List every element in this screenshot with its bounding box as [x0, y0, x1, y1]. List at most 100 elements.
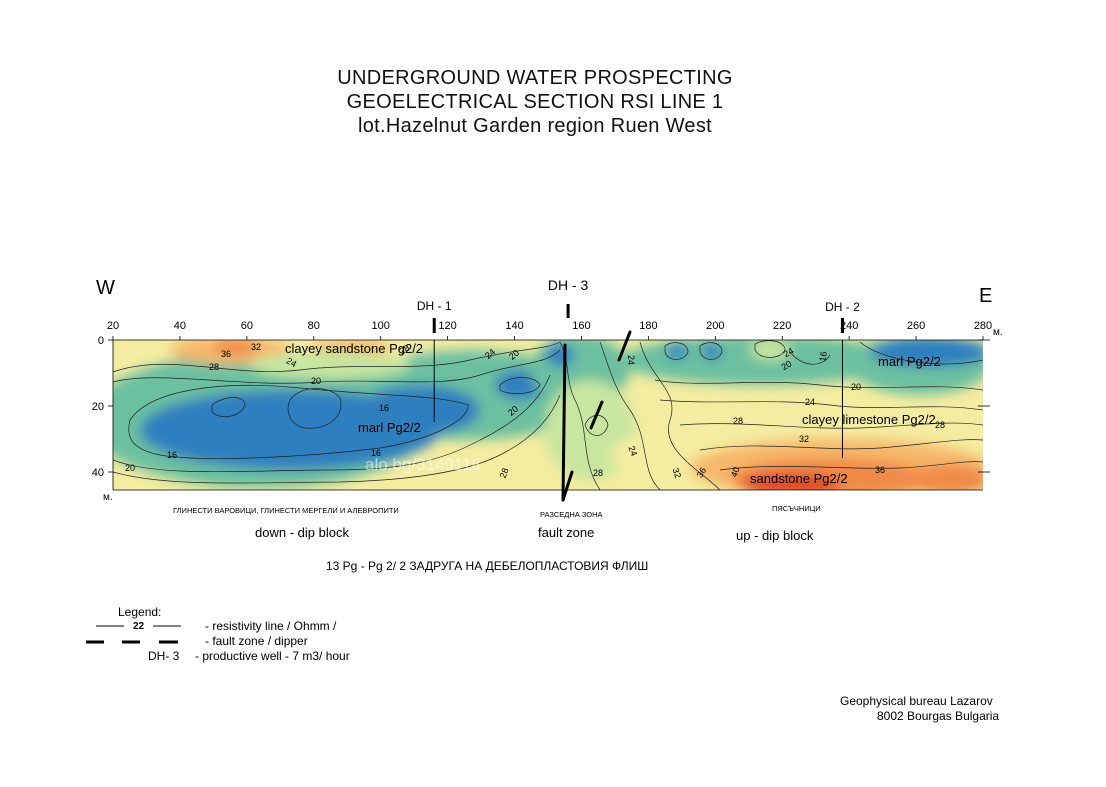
- contour-value-label: 20: [506, 404, 520, 418]
- well-label: DH - 2: [825, 300, 860, 314]
- title-line-2: GEOELECTRICAL SECTION RSI LINE 1: [346, 91, 724, 113]
- x-tick-label: 160: [572, 320, 590, 332]
- contour-value-label: 28: [209, 362, 219, 372]
- direction-east: E: [979, 285, 992, 307]
- y-tick-label: 0: [98, 335, 104, 347]
- russian-label-center: РАЗСЕДНА ЗОНА: [540, 510, 603, 519]
- block-label-east: up - dip block: [736, 528, 814, 543]
- contour-value-label: 24: [626, 355, 636, 365]
- legend-line-value: 22: [133, 621, 145, 632]
- resistivity-zone-scale_36: [213, 340, 257, 355]
- contour-value-label: 32: [251, 342, 261, 352]
- contour-value-label: 20: [125, 463, 135, 473]
- resistivity-field: [113, 340, 983, 490]
- x-tick-label: 20: [107, 320, 119, 332]
- x-tick-label: 180: [639, 320, 657, 332]
- contour-value-label: 16: [379, 403, 389, 413]
- contour-value-label: 40: [729, 466, 742, 479]
- contour-value-label: 28: [498, 467, 511, 480]
- contour-value-label: 28: [733, 416, 743, 426]
- contour-value-label: 16: [371, 448, 381, 458]
- contour-value-label: 24: [483, 347, 497, 361]
- contour-value-label: 28: [593, 468, 603, 478]
- x-tick-label: 60: [241, 320, 253, 332]
- x-tick-label: 200: [706, 320, 724, 332]
- resistivity-zone-scale_16: [702, 344, 722, 360]
- y-axis-unit: м.: [103, 492, 113, 503]
- title-line-3: lot.Hazelnut Garden region Ruen West: [358, 115, 712, 137]
- footer-line-1: Geophysical bureau Lazarov: [840, 694, 993, 708]
- wells: DH - 1 DH - 3 DH - 2: [417, 277, 860, 458]
- well-label: DH - 1: [417, 299, 452, 313]
- label-clayey-limestone: clayey limestone Pg2/2: [802, 412, 936, 427]
- resistivity-zone-scale_16: [546, 343, 574, 367]
- contour-value-label: 20: [780, 359, 794, 373]
- title-line-1: UNDERGROUND WATER PROSPECTING: [337, 67, 733, 89]
- x-tick-label: 40: [174, 320, 186, 332]
- contour-value-label: 24: [805, 397, 815, 407]
- fault-line-dipper-2: [589, 400, 604, 430]
- block-label-west: down - dip block: [255, 525, 349, 540]
- contour-value-label: 16: [167, 450, 177, 460]
- contour-value-label: 24: [782, 346, 796, 360]
- x-tick-label: 280: [974, 320, 992, 332]
- contour-value-label: 24: [626, 445, 639, 458]
- fault-line-dipper-1: [617, 330, 632, 362]
- footer-line-2: 8002 Bourgas Bulgaria: [877, 709, 999, 723]
- resistivity-zone-scale_16: [667, 344, 687, 360]
- contour-value-label: 36: [695, 466, 709, 480]
- contour-value-label: 28: [935, 420, 945, 430]
- y-tick-label: 40: [92, 467, 104, 479]
- x-tick-label: 220: [773, 320, 791, 332]
- contour-value-label: 20: [507, 348, 521, 362]
- contour-value-label: 36: [221, 349, 231, 359]
- x-tick-label: 260: [907, 320, 925, 332]
- legend-line-text: - resistivity line / Ohmm /: [205, 619, 337, 633]
- label-marl-west: marl Pg2/2: [358, 420, 421, 435]
- y-tick-label: 20: [92, 401, 104, 413]
- well-label: DH - 3: [548, 277, 589, 293]
- russian-label-west: ГЛИНЕСТИ ВАРОВИЦИ, ГЛИНЕСТИ МЕРГЕЛИ И АЛ…: [173, 506, 399, 515]
- x-axis: 20 40 60 80 100 120 140 160 180 200 220 240 260 280: [107, 320, 992, 340]
- legend-well-text: - productive well - 7 m3/ hour: [195, 649, 350, 663]
- x-tick-label: 140: [505, 320, 523, 332]
- legend-fault-text: - fault zone / dipper: [205, 634, 308, 648]
- x-axis-unit: м.: [993, 327, 1003, 338]
- label-sandstone: sandstone Pg2/2: [750, 471, 848, 486]
- legend: Legend: 22 - resistivity line / Ohmm / -…: [86, 605, 350, 663]
- x-tick-label: 240: [840, 320, 858, 332]
- x-tick-label: 100: [372, 320, 390, 332]
- contour-value-label: 32: [799, 434, 809, 444]
- fault-lines: [561, 330, 632, 502]
- direction-west: W: [96, 277, 115, 299]
- contour-value-label: 16: [817, 351, 829, 363]
- resistivity-zone-scale_24: [250, 351, 410, 379]
- resistivity-zone-scale_36: [910, 465, 983, 490]
- resistivity-zone-scale_20: [620, 340, 900, 385]
- x-tick-label: 120: [438, 320, 456, 332]
- label-marl-east: marl Pg2/2: [878, 354, 941, 369]
- contour-value-label: 36: [875, 465, 885, 475]
- x-tick-label: 80: [308, 320, 320, 332]
- contour-value-label: 20: [851, 382, 861, 392]
- resistivity-zone-scale_16: [870, 340, 983, 367]
- contour-value-label: 28: [398, 343, 412, 357]
- resistivity-zone-scale_40: [740, 473, 840, 490]
- contour-lines: [113, 340, 983, 490]
- russian-label-east: ПЯСЪЧНИЦИ: [772, 504, 821, 513]
- block-label-center: fault zone: [538, 525, 594, 540]
- fault-line-main: [561, 343, 567, 502]
- fault-line-main-tip: [561, 470, 574, 502]
- contour-value-label: 24: [285, 356, 299, 370]
- contour-value-label: 20: [311, 376, 321, 386]
- contour-value-label: 32: [670, 467, 683, 480]
- legend-heading: Legend:: [118, 605, 161, 619]
- formation-note: 13 Pg - Pg 2/ 2 ЗАДРУГА НА ДЕБЕЛОПЛАСТОВ…: [326, 559, 648, 573]
- resistivity-zone-scale_16: [360, 385, 480, 435]
- label-clayey-sandstone: clayey sandstone Pg2/2: [285, 341, 423, 356]
- watermark: alo.bg/3149118: [365, 455, 481, 474]
- legend-well-label: DH- 3: [148, 649, 180, 663]
- y-axis: 0 20 40: [92, 335, 990, 479]
